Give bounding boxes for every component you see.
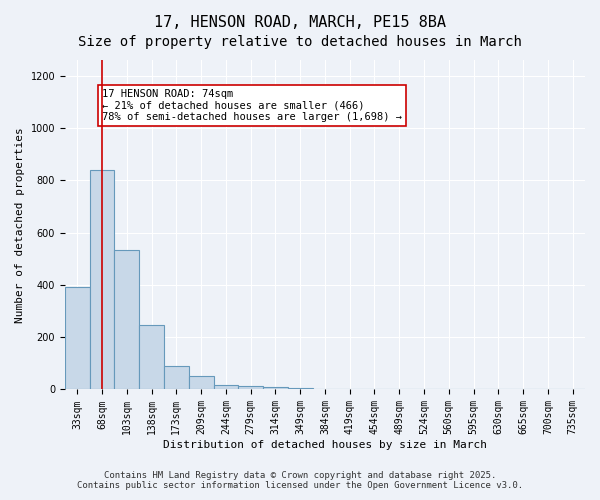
Bar (139, 324, 164, 390)
Text: Size of property relative to detached houses in March: Size of property relative to detached ho… (78, 35, 522, 49)
Bar (115, 250, 139, 390)
Bar (263, 387, 288, 390)
Bar (238, 386, 263, 390)
Bar (65, 288, 89, 390)
Text: 17, HENSON ROAD, MARCH, PE15 8BA: 17, HENSON ROAD, MARCH, PE15 8BA (154, 15, 446, 30)
Bar (89, 170, 115, 390)
Text: 17 HENSON ROAD: 74sqm
← 21% of detached houses are smaller (466)
78% of semi-det: 17 HENSON ROAD: 74sqm ← 21% of detached … (102, 89, 402, 122)
Bar (288, 388, 313, 390)
X-axis label: Distribution of detached houses by size in March: Distribution of detached houses by size … (163, 440, 487, 450)
Bar (189, 376, 214, 390)
Bar (164, 366, 189, 390)
Text: Contains HM Land Registry data © Crown copyright and database right 2025.
Contai: Contains HM Land Registry data © Crown c… (77, 470, 523, 490)
Bar (214, 385, 238, 390)
Y-axis label: Number of detached properties: Number of detached properties (15, 127, 25, 322)
